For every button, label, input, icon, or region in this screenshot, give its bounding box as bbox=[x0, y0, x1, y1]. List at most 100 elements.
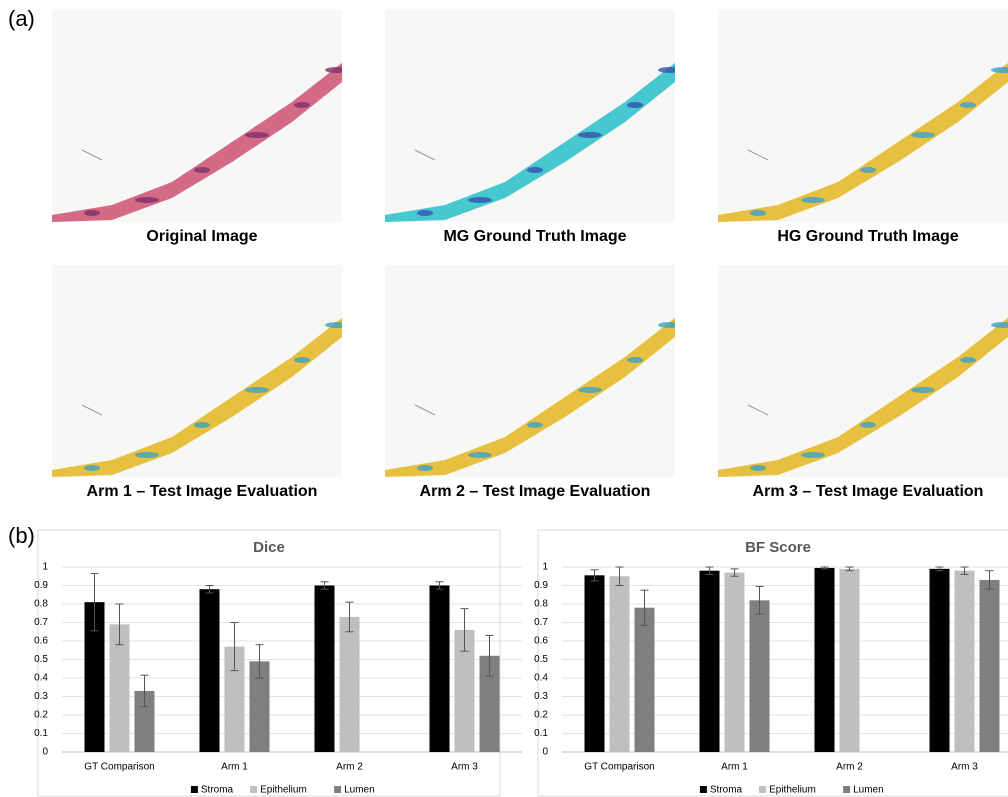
bar bbox=[839, 568, 860, 752]
tissue-detail bbox=[325, 67, 342, 73]
bar bbox=[724, 572, 745, 752]
image-panel bbox=[52, 265, 342, 477]
error-bar bbox=[845, 566, 854, 572]
legend-label: Epithelium bbox=[769, 785, 816, 796]
tissue-detail bbox=[527, 167, 543, 173]
y-tick-label: 0.5 bbox=[34, 654, 48, 665]
artifact bbox=[81, 404, 103, 416]
chart-title: Dice bbox=[253, 539, 285, 556]
bar bbox=[109, 624, 130, 752]
tissue-detail bbox=[991, 322, 1008, 328]
legend-label: Stroma bbox=[201, 785, 234, 796]
tissue-detail bbox=[627, 102, 643, 108]
tissue-detail bbox=[84, 210, 100, 216]
legend-label: Lumen bbox=[344, 785, 375, 796]
x-tick-label: Arm 3 bbox=[451, 762, 478, 773]
error-bar bbox=[460, 608, 469, 652]
legend-label: Lumen bbox=[853, 785, 884, 796]
image-grid: Original Image MG Ground Truth Image HG Gr… bbox=[52, 10, 1008, 500]
y-tick-label: 0.1 bbox=[34, 728, 48, 739]
image-caption: MG Ground Truth Image bbox=[443, 228, 626, 245]
tissue-detail bbox=[801, 197, 825, 203]
error-bar bbox=[230, 622, 239, 672]
y-tick-label: 0.1 bbox=[534, 728, 548, 739]
bar bbox=[814, 567, 835, 752]
bar bbox=[429, 585, 450, 752]
tissue-detail bbox=[911, 387, 935, 393]
tissue-detail bbox=[860, 422, 876, 428]
bar bbox=[979, 579, 1000, 752]
y-tick-label: 0.2 bbox=[534, 710, 548, 721]
tissue-detail bbox=[658, 67, 675, 73]
y-tick-label: 0.4 bbox=[34, 673, 48, 684]
legend-swatch bbox=[699, 786, 707, 793]
error-bar bbox=[985, 570, 994, 590]
y-tick-label: 0.8 bbox=[34, 599, 48, 610]
tissue-detail bbox=[750, 210, 766, 216]
x-tick-label: Arm 3 bbox=[951, 762, 978, 773]
image-caption: Original Image bbox=[146, 228, 257, 245]
tissue-detail bbox=[960, 357, 976, 363]
tissue-detail bbox=[417, 465, 433, 471]
y-tick-label: 0.2 bbox=[34, 710, 48, 721]
artifact bbox=[81, 149, 103, 161]
tissue-detail bbox=[135, 452, 159, 458]
bar bbox=[609, 576, 630, 752]
tissue-detail bbox=[245, 132, 269, 138]
y-tick-label: 0.8 bbox=[534, 599, 548, 610]
image-background bbox=[52, 265, 342, 477]
y-tick-label: 0.6 bbox=[34, 636, 48, 647]
image-background bbox=[385, 265, 675, 477]
tissue-detail bbox=[135, 197, 159, 203]
image-background bbox=[385, 10, 675, 222]
chart-border bbox=[537, 529, 1008, 797]
error-bar bbox=[615, 566, 624, 586]
artifact bbox=[414, 149, 436, 161]
error-bar bbox=[960, 566, 969, 575]
y-tick-label: 0.7 bbox=[34, 617, 48, 628]
tissue-detail bbox=[627, 357, 643, 363]
legend-label: Epithelium bbox=[260, 785, 307, 796]
error-bar bbox=[730, 568, 739, 577]
y-tick-label: 0.9 bbox=[34, 580, 48, 591]
chart-border bbox=[37, 529, 501, 797]
error-bar bbox=[820, 566, 829, 570]
bar bbox=[749, 600, 770, 752]
legend-swatch bbox=[250, 786, 258, 793]
image-panel bbox=[52, 10, 342, 222]
tissue-detail bbox=[194, 167, 210, 173]
error-bar bbox=[255, 644, 264, 679]
x-tick-label: Arm 1 bbox=[221, 762, 248, 773]
tissue-detail bbox=[468, 452, 492, 458]
artifact bbox=[414, 404, 436, 416]
chart: Dice 0 0.1 0.2 0.3 0.4 0.5 0.6 0.7 0.8 0.9 1 GT Comp… bbox=[34, 529, 522, 797]
legend-label: Stroma bbox=[710, 785, 743, 796]
y-tick-label: 0.9 bbox=[534, 580, 548, 591]
image-caption: HG Ground Truth Image bbox=[777, 228, 958, 245]
bar bbox=[584, 575, 605, 752]
x-tick-label: Arm 2 bbox=[836, 762, 863, 773]
y-tick-label: 0.3 bbox=[534, 691, 548, 702]
error-bar bbox=[115, 603, 124, 646]
tissue-detail bbox=[325, 322, 342, 328]
bar bbox=[454, 629, 475, 752]
error-bar bbox=[205, 585, 214, 594]
bar bbox=[699, 570, 720, 752]
error-bar bbox=[90, 572, 99, 632]
image-caption: Arm 2 – Test Image Evaluation bbox=[420, 483, 651, 500]
legend-swatch bbox=[759, 786, 767, 793]
legend-swatch bbox=[334, 786, 342, 793]
tissue-detail bbox=[911, 132, 935, 138]
tissue-detail bbox=[294, 357, 310, 363]
image-panel bbox=[385, 10, 675, 222]
bar bbox=[479, 655, 500, 752]
y-tick-label: 0 bbox=[542, 747, 548, 758]
artifact bbox=[747, 149, 769, 161]
bar bbox=[954, 570, 975, 752]
tissue-detail bbox=[578, 132, 602, 138]
chart: BF Score 0 0.1 0.2 0.3 0.4 0.5 0.6 0.7 0.8 0.9 1 GT … bbox=[534, 529, 1008, 797]
x-tick-label: GT Comparison bbox=[584, 762, 654, 773]
image-caption: Arm 1 – Test Image Evaluation bbox=[87, 483, 318, 500]
